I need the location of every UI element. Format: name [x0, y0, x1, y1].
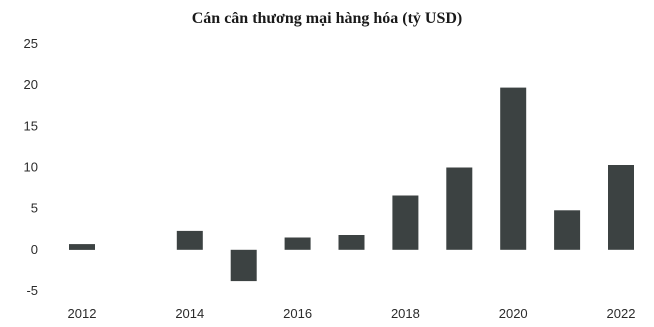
x-tick-label: 2018 [391, 306, 420, 321]
y-tick-label: 0 [31, 242, 38, 257]
y-tick-label: -5 [26, 283, 38, 298]
bar-2012 [69, 244, 95, 250]
bar-2020 [500, 87, 527, 250]
bar-2021 [554, 210, 581, 250]
bar-2019 [446, 167, 473, 250]
x-tick-label: 2022 [607, 306, 636, 321]
y-tick-label: 20 [24, 77, 38, 92]
x-tick-label: 2016 [283, 306, 312, 321]
y-axis-ticks: 25 20 15 10 5 0 -5 [24, 36, 38, 298]
x-tick-label: 2014 [175, 306, 204, 321]
y-tick-label: 15 [24, 118, 38, 133]
bars [69, 87, 634, 282]
bar-2015 [230, 249, 257, 282]
bar-2016 [284, 237, 311, 250]
bar-2014 [176, 230, 203, 250]
bar-2018 [392, 195, 419, 250]
y-tick-label: 25 [24, 36, 38, 51]
x-tick-label: 2012 [68, 306, 97, 321]
bar-2022 [608, 165, 634, 250]
chart-title: Cán cân thương mại hàng hóa (tỷ USD) [191, 10, 463, 27]
x-axis-ticks: 2012 2014 2016 2018 2020 2022 [68, 306, 636, 321]
y-tick-label: 10 [24, 160, 38, 175]
y-tick-label: 5 [31, 201, 38, 216]
x-tick-label: 2020 [499, 306, 528, 321]
bar-2017 [338, 235, 365, 250]
